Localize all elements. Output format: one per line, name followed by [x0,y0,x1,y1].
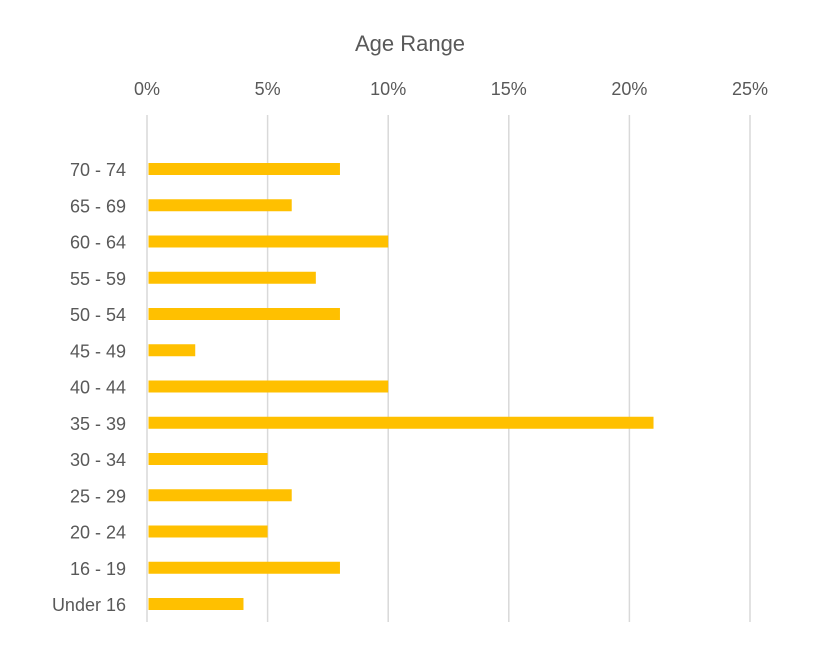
x-tick-label: 0% [134,79,160,99]
chart-title: Age Range [355,31,465,56]
x-tick-label: 10% [370,79,406,99]
bar [148,271,316,284]
y-category-label: 25 - 29 [70,486,126,506]
x-tick-label: 25% [732,79,768,99]
bar [148,163,340,175]
y-category-label: 70 - 74 [70,160,126,180]
bar [148,561,340,574]
y-category-label: 55 - 59 [70,269,126,289]
bar [148,199,292,212]
y-category-label: 40 - 44 [70,378,126,398]
y-category-label: 60 - 64 [70,233,126,253]
bar [148,380,389,393]
bar [148,235,389,248]
y-category-label: 16 - 19 [70,559,126,579]
bar [148,525,268,538]
y-category-label: 20 - 24 [70,523,126,543]
bar [148,453,268,465]
y-category-label: 35 - 39 [70,414,126,434]
y-axis-category-labels: 70 - 74 65 - 69 60 - 64 55 - 59 50 - 54 45 - … [52,160,126,615]
bar [148,489,292,502]
bar [148,598,244,610]
x-axis-tick-labels: 0% 5% 10% 15% 20% 25% [134,79,768,99]
y-category-label: 45 - 49 [70,341,126,361]
x-tick-label: 15% [491,79,527,99]
y-category-label: 65 - 69 [70,196,126,216]
x-tick-label: 20% [611,79,647,99]
bar [148,308,340,320]
y-category-label: 30 - 34 [70,450,126,470]
bar [148,344,196,357]
bar [148,416,654,429]
y-category-label: Under 16 [52,595,126,615]
gridlines [146,115,751,622]
bars [148,163,654,610]
y-category-label: 50 - 54 [70,305,126,325]
x-tick-label: 5% [255,79,281,99]
